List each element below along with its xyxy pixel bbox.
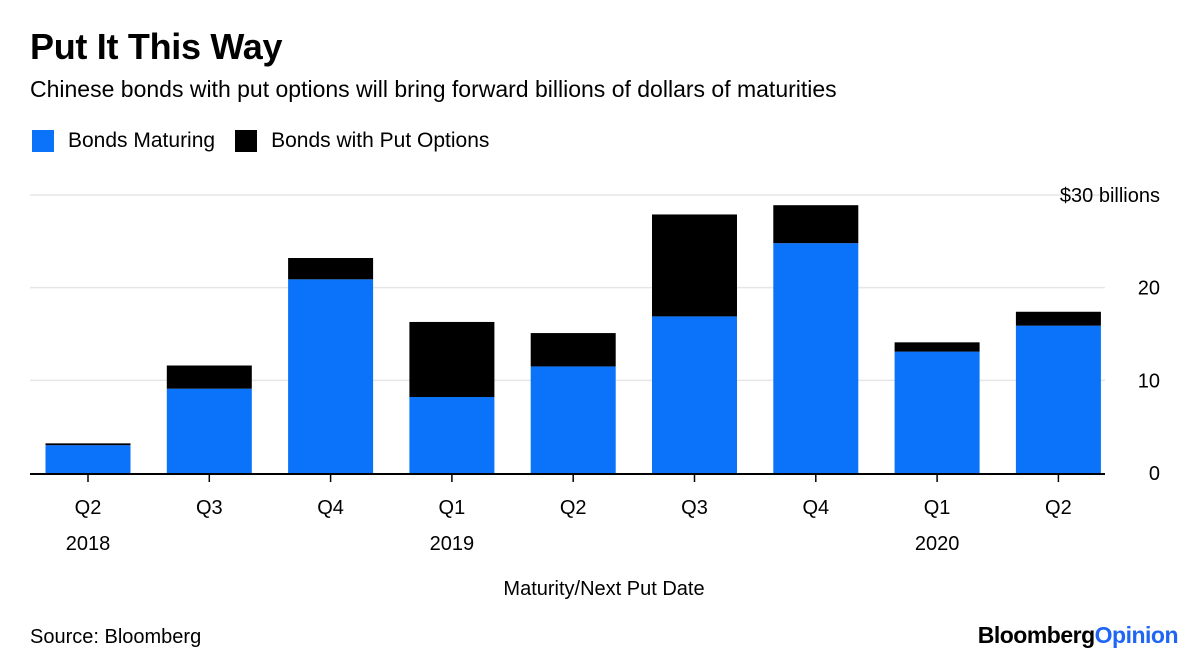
x-tick-label: Q3 xyxy=(196,497,223,519)
x-tick-label: Q2 xyxy=(560,497,587,519)
x-tick-label: Q1 xyxy=(439,497,466,519)
bloomberg-opinion-logo: BloombergOpinion xyxy=(977,622,1179,649)
bar-bonds-with-put-options xyxy=(1015,311,1101,326)
legend-item-bonds-with-put-options: Bonds with Put Options xyxy=(235,129,489,153)
y-tick-label: 20 xyxy=(1138,278,1160,300)
legend-item-bonds-maturing: Bonds Maturing xyxy=(32,129,215,153)
brand-part1: Bloomberg xyxy=(977,622,1095,648)
bar-bonds-with-put-options xyxy=(409,321,495,398)
bar-bonds-with-put-options xyxy=(652,214,737,317)
x-year-label: 2018 xyxy=(66,533,111,555)
bar-bonds-maturing xyxy=(1015,325,1101,473)
brand-part2: Opinion xyxy=(1094,622,1179,648)
bar-bonds-maturing xyxy=(773,243,859,473)
bar-bonds-with-put-options xyxy=(45,443,131,446)
bar-bonds-with-put-options xyxy=(288,258,374,280)
bar-bonds-maturing xyxy=(288,279,374,473)
bar-bonds-maturing xyxy=(652,316,737,473)
legend-label-bonds-maturing: Bonds Maturing xyxy=(68,129,216,152)
source-note: Source: Bloomberg xyxy=(30,626,202,648)
y-tick-label: $30 billions xyxy=(1060,185,1160,207)
bar-bonds-with-put-options xyxy=(773,205,859,244)
bar-bonds-maturing xyxy=(45,445,131,473)
legend-swatch-bonds-with-put-options xyxy=(235,130,258,152)
x-tick-label: Q3 xyxy=(681,497,708,519)
x-year-label: 2019 xyxy=(430,533,475,555)
bar-bonds-with-put-options xyxy=(894,342,980,352)
legend-label-bonds-with-put-options: Bonds with Put Options xyxy=(271,129,490,152)
x-tick-label: Q2 xyxy=(1045,497,1072,519)
bar-bonds-maturing xyxy=(530,366,616,473)
bar-bonds-maturing xyxy=(409,397,495,473)
bar-bonds-with-put-options xyxy=(166,365,252,389)
bar-bonds-maturing xyxy=(166,388,252,473)
chart-title: Put It This Way xyxy=(30,26,283,67)
legend-swatch-bonds-maturing xyxy=(32,130,54,152)
x-tick-label: Q2 xyxy=(75,497,102,519)
x-tick-label: Q1 xyxy=(924,497,951,519)
x-axis-title: Maturity/Next Put Date xyxy=(503,578,704,600)
x-year-label: 2020 xyxy=(915,533,960,555)
y-tick-label: 10 xyxy=(1138,370,1160,392)
legend: Bonds Maturing Bonds with Put Options xyxy=(32,129,509,153)
bar-bonds-maturing xyxy=(894,351,980,473)
bar-bonds-with-put-options xyxy=(530,333,616,367)
chart-subtitle: Chinese bonds with put options will brin… xyxy=(30,76,837,102)
y-tick-label: 0 xyxy=(1149,463,1160,485)
x-tick-label: Q4 xyxy=(317,497,344,519)
x-tick-label: Q4 xyxy=(802,497,829,519)
